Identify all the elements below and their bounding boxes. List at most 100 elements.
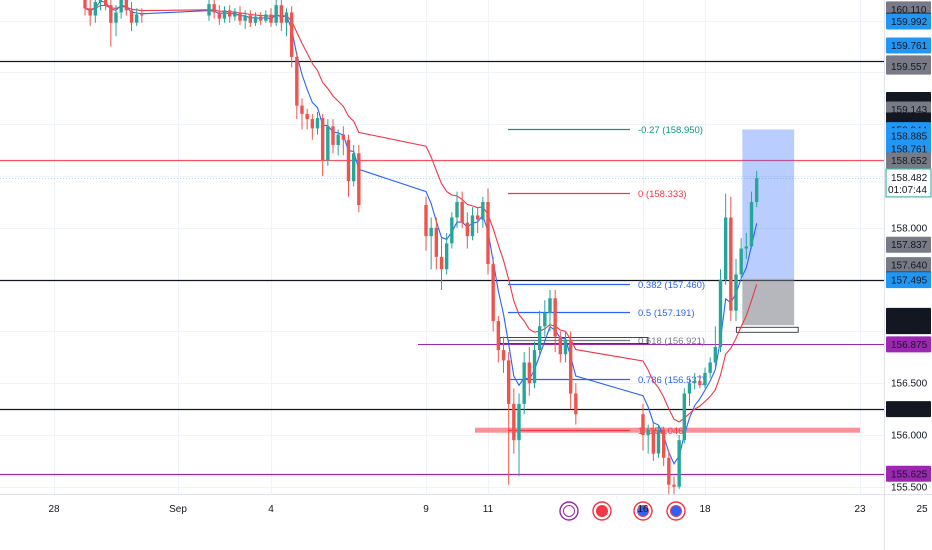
candle-body bbox=[651, 429, 656, 454]
candle-body bbox=[734, 274, 738, 311]
candle-body bbox=[558, 336, 563, 355]
candle-body bbox=[708, 362, 712, 373]
candle-body bbox=[687, 383, 692, 394]
position-handle[interactable] bbox=[735, 326, 799, 333]
candle-body bbox=[129, 10, 134, 23]
candle-body bbox=[248, 15, 253, 23]
candle-body bbox=[517, 403, 521, 441]
price-label-bg bbox=[886, 465, 931, 482]
fib-level-label: 0.382 (157.460) bbox=[638, 280, 705, 291]
candle-body bbox=[491, 264, 495, 322]
lightning-event-icon[interactable] bbox=[559, 501, 579, 521]
candle-body bbox=[227, 10, 232, 17]
candle-body bbox=[258, 16, 263, 21]
current-price-badge bbox=[885, 168, 932, 198]
event-markers bbox=[559, 501, 686, 521]
candle-body bbox=[465, 222, 470, 237]
candle-body bbox=[274, 5, 278, 23]
candle-body bbox=[481, 201, 485, 220]
fib-1-band bbox=[475, 427, 860, 433]
price-label: 159.761 bbox=[891, 41, 928, 52]
candle-body bbox=[429, 227, 433, 237]
candle-body bbox=[661, 429, 666, 458]
flag-event-icon[interactable] bbox=[592, 501, 612, 521]
candle-body bbox=[729, 217, 733, 311]
candle-body bbox=[109, 5, 113, 23]
long-position-tool[interactable] bbox=[735, 129, 799, 333]
price-label: 159.037 bbox=[891, 116, 928, 127]
globe-event-icon[interactable] bbox=[633, 501, 653, 521]
price-label-bg bbox=[886, 13, 931, 30]
price-label-bg bbox=[886, 257, 931, 274]
price-label: 158.885 bbox=[891, 132, 928, 143]
candle-body bbox=[532, 350, 537, 384]
candle-body bbox=[114, 12, 118, 23]
candle-body bbox=[496, 321, 501, 351]
candle-body bbox=[253, 16, 258, 23]
candle-body bbox=[279, 5, 284, 23]
price-label: 159.557 bbox=[891, 62, 928, 73]
candle-body bbox=[682, 393, 687, 441]
candle-body bbox=[455, 201, 459, 218]
price-label-bg bbox=[886, 152, 931, 169]
price-axis[interactable]: 160.110160.000159.992159.761159.588159.5… bbox=[885, 0, 932, 494]
candle-body bbox=[238, 12, 242, 21]
candle-body bbox=[568, 339, 573, 394]
candle-body bbox=[444, 243, 449, 270]
current-price-value: 158.482 bbox=[891, 173, 928, 184]
price-label: 157.640 bbox=[891, 261, 928, 272]
candle-body bbox=[424, 205, 428, 237]
candle-body bbox=[300, 105, 304, 114]
candle-body bbox=[574, 393, 578, 415]
globe-event-icon[interactable] bbox=[666, 501, 686, 521]
candle-body bbox=[718, 279, 723, 347]
candle-body bbox=[754, 178, 759, 202]
time-label: 25 bbox=[916, 504, 928, 515]
candle-body bbox=[233, 12, 237, 17]
candle-body bbox=[326, 126, 330, 161]
stop-zone[interactable] bbox=[742, 278, 795, 326]
candle-body bbox=[357, 153, 361, 206]
candle-body bbox=[140, 14, 144, 16]
candle-body bbox=[703, 372, 707, 386]
time-label: 23 bbox=[854, 504, 866, 515]
price-label: 156.875 bbox=[891, 340, 928, 351]
candle-body bbox=[124, 0, 129, 11]
time-label: 9 bbox=[423, 504, 429, 515]
candle-body bbox=[289, 12, 294, 57]
fib-level-label: 0 (158.333) bbox=[638, 189, 687, 200]
candle-body bbox=[460, 201, 464, 223]
flag-event-icon-core bbox=[596, 505, 608, 517]
time-label: 18 bbox=[699, 504, 711, 515]
price-label: 156.000 bbox=[891, 430, 928, 441]
candle-body bbox=[698, 381, 702, 386]
price-label: 158.652 bbox=[891, 156, 928, 167]
candle-body bbox=[336, 134, 340, 145]
candle-body bbox=[475, 215, 480, 220]
candle-body bbox=[119, 0, 123, 13]
time-label: 28 bbox=[48, 504, 60, 515]
candle-body bbox=[98, 0, 103, 3]
price-label: 155.500 bbox=[891, 482, 928, 493]
candle-body bbox=[641, 414, 645, 435]
time-label: 11 bbox=[483, 504, 494, 515]
time-axis[interactable]: 28Sep49111618232527Oct bbox=[48, 504, 932, 515]
time-label: 16 bbox=[637, 504, 649, 515]
candlestick-series bbox=[83, 0, 759, 496]
candle-body bbox=[692, 381, 697, 384]
candle-body bbox=[543, 312, 547, 327]
candle-body bbox=[739, 248, 743, 275]
price-label: 157.495 bbox=[891, 276, 928, 287]
price-label: 158.761 bbox=[891, 145, 928, 156]
price-label-bg bbox=[886, 128, 931, 145]
candle-body bbox=[537, 326, 542, 351]
price-label-bg bbox=[886, 272, 931, 289]
candle-body bbox=[501, 350, 506, 361]
time-label: Sep bbox=[169, 504, 187, 515]
candle-body bbox=[470, 215, 475, 237]
candle-body bbox=[341, 134, 346, 140]
candle-body bbox=[346, 139, 351, 182]
fib-level-label: 0.786 (156.537) bbox=[638, 375, 705, 386]
